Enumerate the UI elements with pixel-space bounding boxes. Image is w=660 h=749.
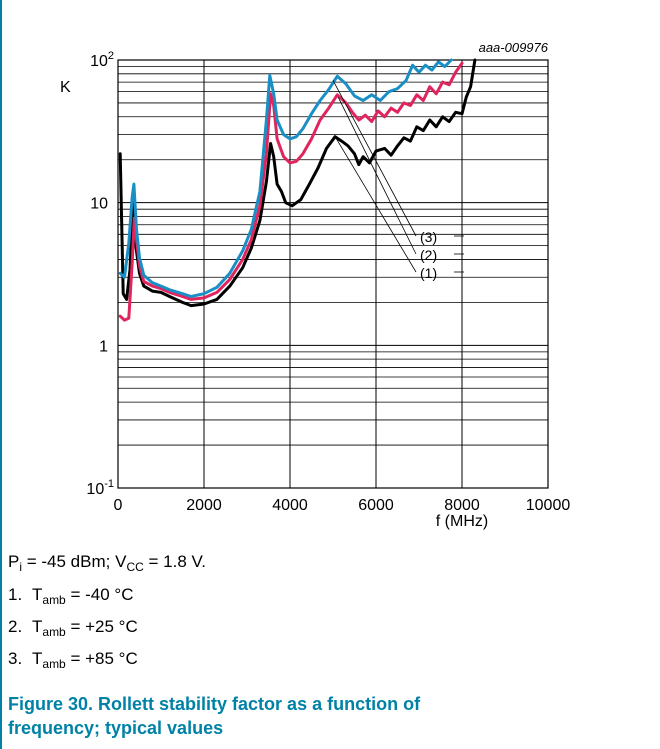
x-tick-label: 6000 <box>358 497 394 514</box>
pi-symbol: P <box>8 552 20 571</box>
chart-labels: aaa-009976 K f (MHz) <box>60 40 549 530</box>
chart-axes <box>117 59 549 489</box>
legend-leader-line <box>337 96 417 255</box>
figure-title: Figure 30. Rollett stability factor as a… <box>8 694 421 738</box>
y-tick-label: 1 <box>99 338 108 355</box>
x-tick-label: 8000 <box>444 497 480 514</box>
vcc-subscript: CC <box>126 560 144 574</box>
vcc-value: = 1.8 V. <box>143 552 207 571</box>
legend-item-2: 2. Tamb = +25 °C <box>8 617 138 639</box>
legend-series-label: (1) <box>420 265 437 281</box>
legend-item-number: 1. <box>8 585 23 604</box>
x-tick-label: 4000 <box>272 497 308 514</box>
legend-item-number: 2. <box>8 617 23 636</box>
legend-item-1: 1. Tamb = -40 °C <box>8 585 134 607</box>
x-tick-label: 2000 <box>186 497 222 514</box>
legend-item-subscript: amb <box>42 625 66 639</box>
legend-item-subscript: amb <box>42 593 66 607</box>
y-tick-label: 10-1 <box>86 478 114 498</box>
x-tick-label: 10000 <box>526 497 571 514</box>
legend-item-3: 3. Tamb = +85 °C <box>8 649 138 671</box>
legend-item-symbol: T <box>32 617 43 636</box>
legend-item-symbol: T <box>32 585 43 604</box>
legend-leader-line <box>332 80 417 237</box>
figure-doc-id: aaa-009976 <box>479 40 549 55</box>
chart-series <box>118 58 477 322</box>
x-axis-label: f (MHz) <box>436 513 488 530</box>
legend-item-number: 3. <box>8 649 23 668</box>
series-line-2 <box>118 61 464 322</box>
series-line-1 <box>118 58 477 308</box>
legend-item-value: = +25 °C <box>65 617 138 636</box>
y-tick-label: 10 <box>90 196 108 213</box>
legend-item-symbol: T <box>32 649 43 668</box>
pi-subscript: i <box>19 560 23 574</box>
series-line-3 <box>118 58 453 298</box>
legend-item-subscript: amb <box>42 657 66 671</box>
chart-grid <box>117 60 549 489</box>
legend-series-label: (3) <box>420 229 437 245</box>
stability-chart: 0 2000 4000 6000 8000 10000 102 10 1 10-1 aaa-009… <box>60 40 570 530</box>
chart-legend-callouts: (3) (2) (1) <box>332 80 464 281</box>
figure-frame-border <box>0 0 2 749</box>
chart-tick-labels: 0 2000 4000 6000 8000 10000 102 10 1 10-1 <box>86 50 570 514</box>
plot-area-border <box>117 59 549 489</box>
pi-value: = -45 dBm; V <box>22 552 127 571</box>
legend-leader-line <box>334 136 417 273</box>
legend-series-label: (2) <box>420 247 437 263</box>
legend-item-value: = +85 °C <box>65 649 138 668</box>
y-axis-label: K <box>60 79 71 96</box>
legend-item-value: = -40 °C <box>65 585 134 604</box>
x-tick-label: 0 <box>114 497 123 514</box>
conditions-line: Pi = -45 dBm; VCC = 1.8 V. <box>8 552 207 574</box>
y-tick-label: 102 <box>90 50 114 70</box>
